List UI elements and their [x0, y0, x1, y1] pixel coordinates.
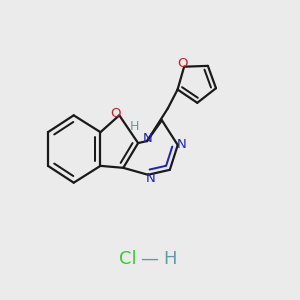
Text: Cl: Cl — [119, 250, 137, 268]
Text: H: H — [163, 250, 177, 268]
Text: —: — — [140, 250, 158, 268]
Text: H: H — [130, 120, 140, 133]
Text: N: N — [143, 132, 152, 145]
Text: O: O — [177, 57, 188, 70]
Text: O: O — [110, 107, 121, 120]
Text: N: N — [176, 138, 186, 151]
Text: N: N — [146, 172, 155, 185]
